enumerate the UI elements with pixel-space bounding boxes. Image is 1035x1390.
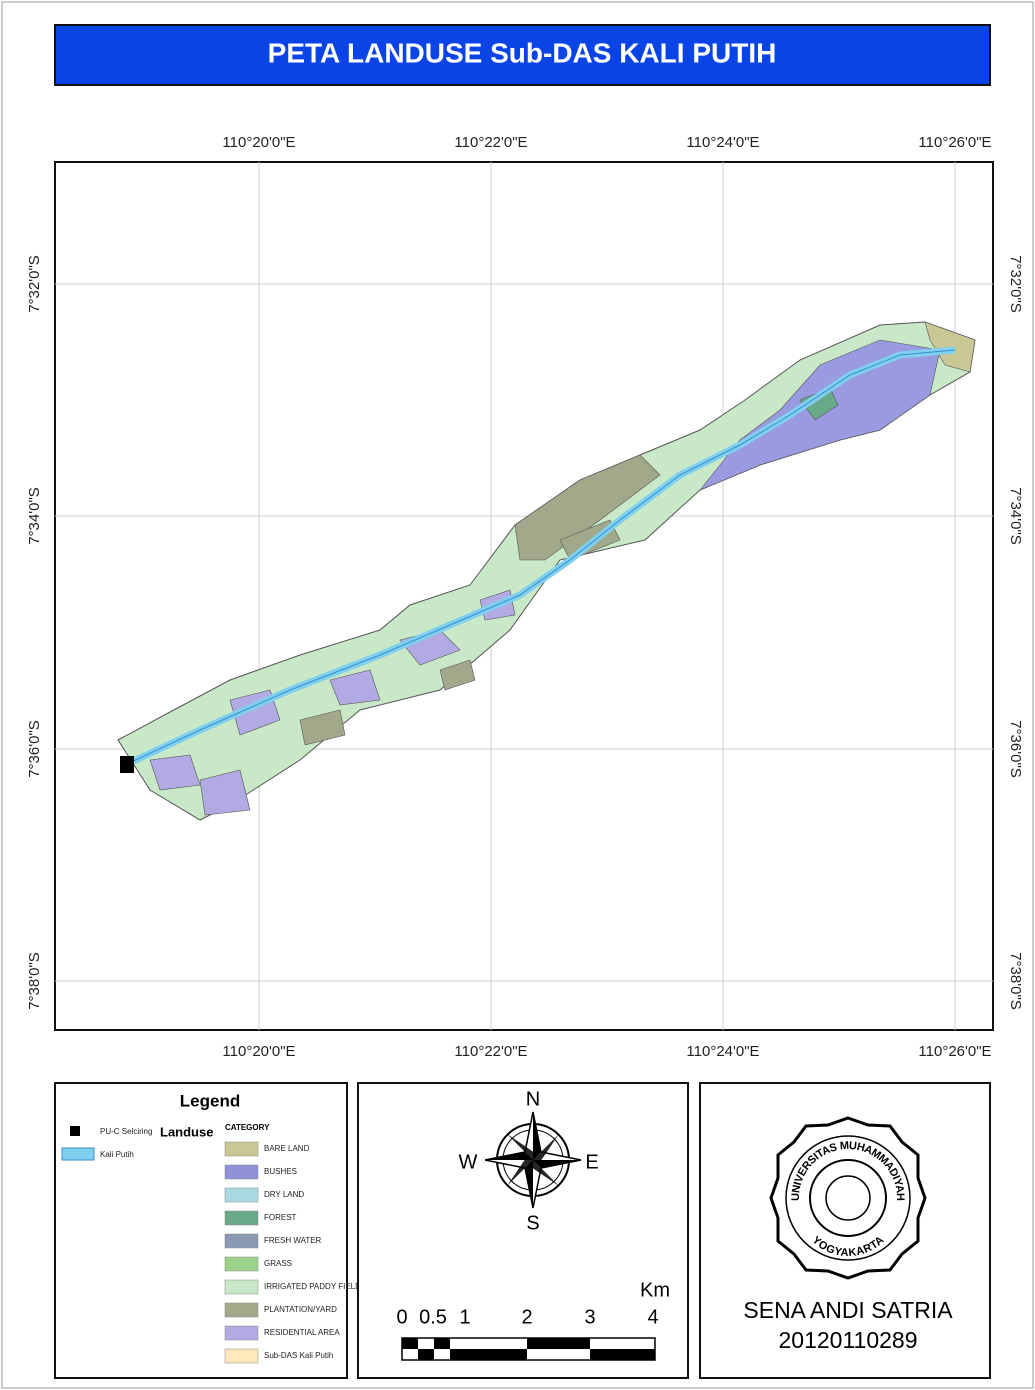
author-id: 20120110289: [779, 1327, 918, 1353]
compass-rose: [484, 1111, 582, 1209]
scale-label: 2: [521, 1306, 532, 1328]
scale-label: 3: [584, 1306, 595, 1328]
graticule-label: 110°26'0"E: [918, 134, 991, 151]
category-label: RESIDENTIAL AREA: [264, 1328, 340, 1337]
author-box: [699, 1082, 991, 1379]
category-swatch: [224, 1187, 259, 1203]
title-box: [54, 24, 991, 86]
graticule-label: 7°32'0"S: [1007, 255, 1024, 313]
category-swatch: [224, 1302, 259, 1318]
scale-unit: Km: [640, 1279, 670, 1301]
graticule-label: 7°38'0"S: [26, 952, 43, 1010]
river-symbol: [61, 1147, 95, 1161]
outlet-point: [120, 756, 134, 773]
category-swatch: [224, 1141, 259, 1157]
graticule-label: 110°22'0"E: [454, 1043, 527, 1060]
legend-title: Legend: [180, 1091, 240, 1110]
graticule-label: 110°20'0"E: [222, 1043, 295, 1060]
category-label: GRASS: [264, 1259, 292, 1268]
graticule-label: 110°20'0"E: [222, 134, 295, 151]
category-swatch: [224, 1325, 259, 1341]
landuse-title: Landuse: [160, 1124, 213, 1139]
map-frame: [54, 161, 994, 1031]
compass-box: [357, 1082, 689, 1379]
graticule-label: 110°24'0"E: [686, 134, 759, 151]
compass-s: S: [526, 1212, 539, 1234]
author-name: SENA ANDI SATRIA: [743, 1297, 953, 1323]
scale-label: 0.5: [419, 1306, 447, 1328]
graticule-label: 7°34'0"S: [26, 487, 43, 545]
category-header: CATEGORY: [225, 1123, 270, 1132]
category-swatch: [224, 1279, 259, 1295]
river-line: [124, 349, 956, 766]
landuse-patch: [149, 589, 516, 816]
graticule-label: 7°36'0"S: [26, 720, 43, 778]
category-label: IRRIGATED PADDY FIELD: [264, 1282, 361, 1291]
scale-label: 0: [396, 1306, 407, 1328]
category-label: Sub-DAS Kali Putih: [264, 1351, 333, 1360]
scale-label: 4: [647, 1306, 658, 1328]
category-label: FRESH WATER: [264, 1236, 322, 1245]
graticule-label: 110°24'0"E: [686, 1043, 759, 1060]
graticule-label: 7°34'0"S: [1007, 487, 1024, 545]
category-label: PLANTATION/YARD: [264, 1305, 337, 1314]
graticule-label: 7°36'0"S: [1007, 720, 1024, 778]
category-label: BUSHES: [264, 1167, 297, 1176]
legend-box: [54, 1082, 348, 1379]
legend-label: PU-C Selciring: [100, 1127, 152, 1136]
category-label: FOREST: [264, 1213, 297, 1222]
category-swatch: [224, 1233, 259, 1249]
category-list: BARE LAND BUSHES DRY LAND FOREST FRESH WATER…: [224, 1141, 361, 1364]
point-symbol: [70, 1126, 80, 1136]
category-label: DRY LAND: [264, 1190, 304, 1199]
graticule-label: 110°26'0"E: [918, 1043, 991, 1060]
category-swatch: [224, 1210, 259, 1226]
graticule: [55, 162, 993, 1030]
compass-w: W: [459, 1151, 478, 1173]
compass-e: E: [585, 1151, 598, 1173]
graticule-label: 110°22'0"E: [454, 134, 527, 151]
scale-label: 1: [459, 1306, 470, 1328]
legend-label: Kali Putih: [100, 1150, 134, 1159]
graticule-label: 7°32'0"S: [26, 255, 43, 313]
landuse-patch: [514, 454, 661, 561]
scale-bar: [401, 1337, 656, 1361]
category-swatch: [224, 1348, 259, 1364]
category-swatch: [224, 1164, 259, 1180]
category-swatch: [224, 1256, 259, 1272]
graticule-label: 7°38'0"S: [1007, 952, 1024, 1010]
category-label: BARE LAND: [264, 1144, 310, 1153]
compass-n: N: [526, 1088, 540, 1110]
title: PETA LANDUSE Sub-DAS KALI PUTIH: [268, 37, 777, 68]
